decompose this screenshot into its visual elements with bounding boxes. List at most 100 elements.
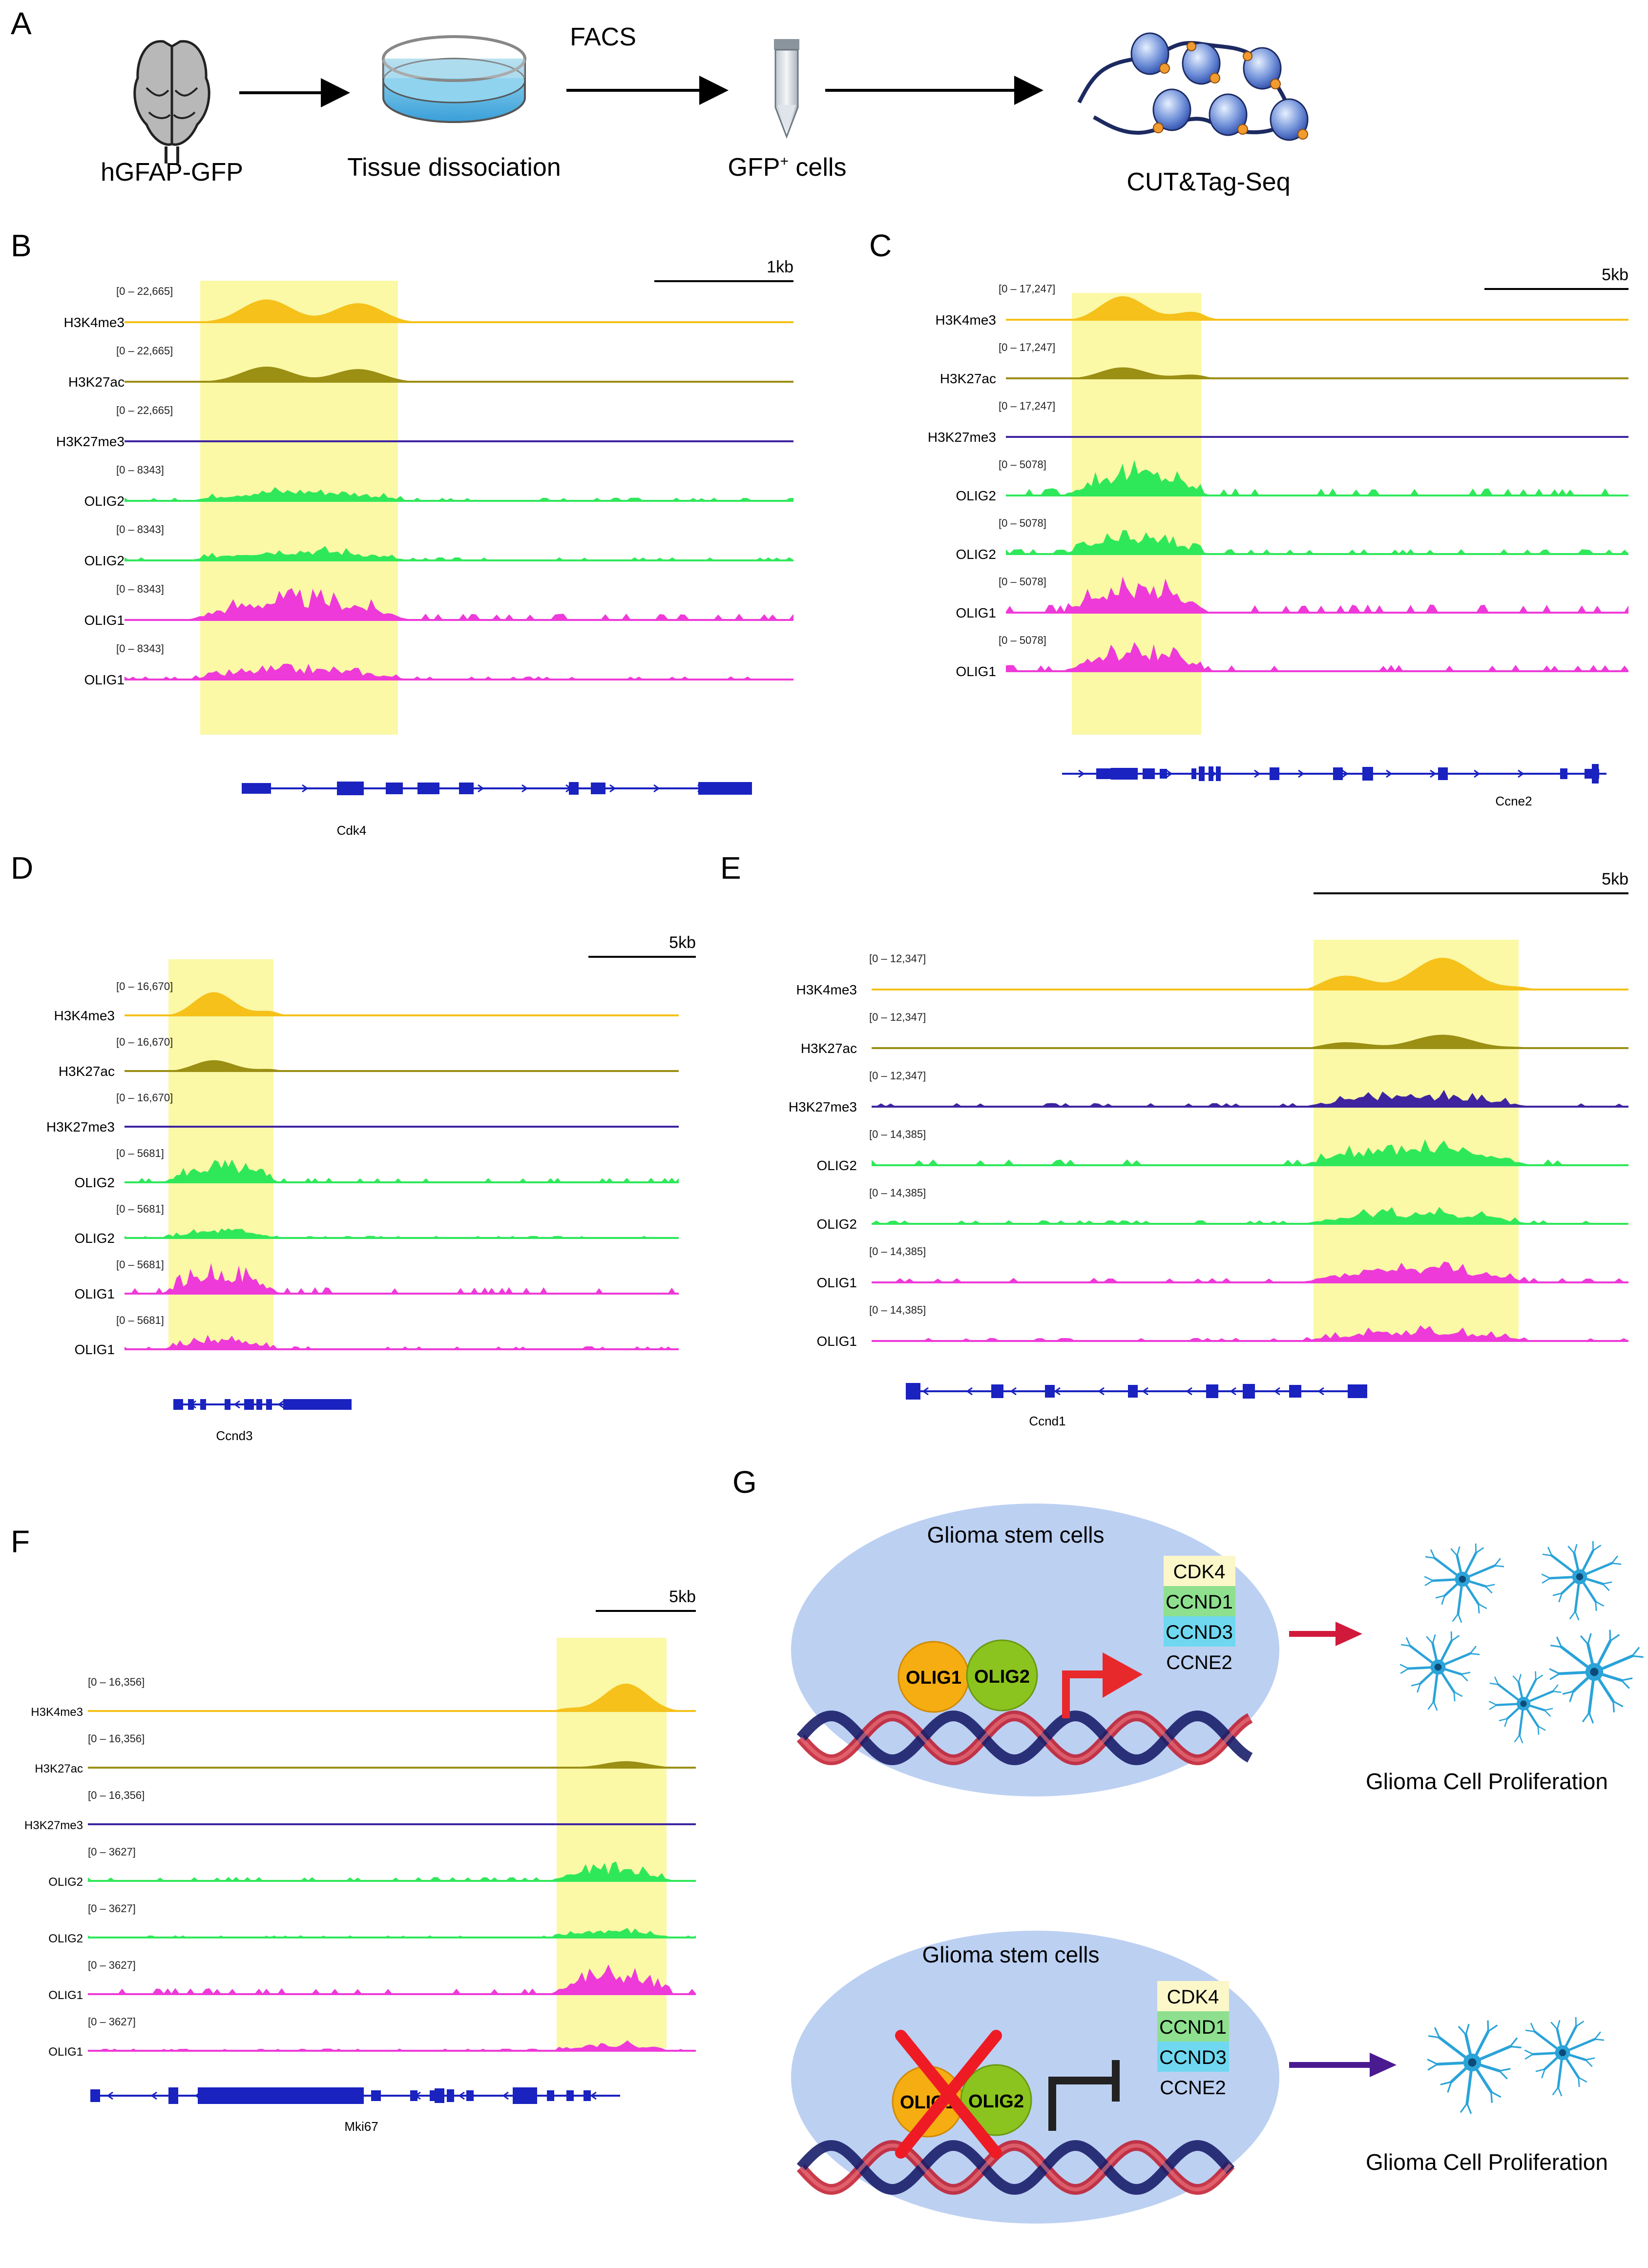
track-olig2: [0 – 14,385] OLIG2 — [817, 1128, 1628, 1173]
track-h3k4me3: [0 – 12,347] H3K4me3 — [796, 952, 1628, 997]
track-range: [0 – 12,347] — [869, 952, 926, 965]
track-range: [0 – 5078] — [999, 458, 1046, 471]
gene-exon — [90, 2089, 100, 2102]
strand-arrow — [653, 784, 660, 793]
panel-label-c: C — [869, 228, 892, 263]
gene-exon — [1045, 1385, 1055, 1398]
step-cut-tag-seq: CUT&Tag-Seq — [1126, 168, 1290, 196]
track-signal — [125, 1335, 679, 1349]
track-range: [0 – 22,665] — [116, 345, 173, 357]
strand-arrow — [1230, 1387, 1236, 1396]
olig1-label-top: OLIG1 — [906, 1668, 961, 1688]
track-h3k27me3: [0 – 16,670] H3K27me3 — [46, 1092, 679, 1134]
strand-arrow — [258, 784, 265, 793]
outcome-top: Glioma Cell Proliferation — [1366, 1769, 1608, 1794]
track-label: H3K4me3 — [54, 1008, 115, 1023]
gene-exon — [242, 783, 271, 794]
track-signal — [125, 992, 679, 1015]
track-label: OLIG2 — [84, 553, 125, 568]
track-range: [0 – 3627] — [88, 1846, 136, 1858]
gene-exon — [173, 1399, 183, 1410]
track-range: [0 – 5681] — [116, 1258, 164, 1271]
step-tissue-dissociation: Tissue dissociation — [347, 153, 561, 182]
panel-e: E 5kb [0 – 12,347] H3K4me3 [0 – 12,347] H3K27… — [720, 850, 1628, 1428]
outcome-bottom: Glioma Cell Proliferation — [1366, 2149, 1608, 2175]
track-label: H3K4me3 — [935, 312, 996, 328]
track-range: [0 – 12,347] — [869, 1011, 926, 1023]
gene-exon — [1206, 1384, 1218, 1398]
track-label: OLIG1 — [956, 605, 996, 620]
strand-arrow — [966, 1387, 973, 1396]
track-label: H3K27me3 — [56, 434, 125, 449]
track-label: OLIG2 — [817, 1158, 857, 1173]
track-label: OLIG2 — [75, 1231, 115, 1246]
strand-arrow — [233, 1400, 240, 1409]
track-label: OLIG1 — [75, 1342, 115, 1357]
strand-arrow — [1474, 769, 1481, 778]
gene-exon — [1143, 768, 1155, 779]
panel-a: A hGFAP-GFP Tissue dissociation FACS GFP — [11, 6, 1309, 196]
scale-bar-label: 5kb — [669, 933, 696, 952]
track-olig1: [0 – 5078] OLIG1 — [956, 634, 1628, 679]
track-olig1: [0 – 8343] OLIG1 — [84, 642, 793, 687]
strand-arrow — [478, 784, 484, 793]
gene-exon — [1348, 1384, 1367, 1398]
track-signal — [125, 588, 793, 620]
strand-arrow — [1254, 769, 1261, 778]
track-range: [0 – 14,385] — [869, 1245, 926, 1258]
track-signal — [872, 1325, 1628, 1341]
strand-arrow — [194, 2091, 201, 2100]
strand-arrow — [1166, 769, 1173, 778]
gene-model: Ccne2 — [1062, 764, 1606, 808]
track-range: [0 – 22,665] — [116, 404, 173, 416]
track-h3k27ac: [0 – 16,670] H3K27ac — [59, 1036, 679, 1079]
olig2-circle-bottom — [960, 2064, 1032, 2136]
gene-exon — [417, 783, 439, 794]
track-range: [0 – 8343] — [116, 583, 164, 595]
gene-exon — [447, 2089, 454, 2102]
gene-model: Ccnd1 — [906, 1383, 1367, 1428]
strand-arrow — [238, 2091, 245, 2100]
proliferation-arrow-top — [1289, 1622, 1362, 1646]
track-h3k4me3: [0 – 17,247] H3K4me3 — [935, 283, 1628, 328]
panel-d: D 5kb [0 – 16,670] H3K4me3 [0 – 16,670] H3K27… — [11, 850, 696, 1443]
gene-exon — [698, 782, 752, 795]
track-signal — [1006, 642, 1628, 671]
track-olig2: [0 – 8343] OLIG2 — [84, 523, 793, 568]
dna-helix-top — [796, 1710, 1253, 1766]
track-range: [0 – 5078] — [999, 634, 1046, 646]
track-signal — [88, 2040, 696, 2051]
olig2-label-top: OLIG2 — [974, 1667, 1030, 1687]
highlight-region — [200, 281, 398, 735]
track-signal — [872, 1261, 1628, 1282]
gene-name: Ccnd3 — [216, 1428, 252, 1443]
gene-exon — [591, 783, 605, 794]
repression-bar-icon — [1048, 2060, 1120, 2131]
track-panels: B 1kb [0 – 22,665] H3K4me3 [0 – 22,665] H3K27… — [11, 228, 1628, 2134]
track-h3k27me3: [0 – 12,347] H3K27me3 — [789, 1070, 1628, 1114]
strand-arrow — [1317, 1387, 1324, 1396]
brain-icon — [133, 40, 210, 164]
gene-exon — [1216, 766, 1221, 781]
strand-arrow — [106, 2091, 113, 2100]
gene-exon — [198, 2087, 364, 2104]
track-label: OLIG2 — [956, 488, 996, 503]
strand-arrow — [434, 784, 440, 793]
step-gfp-cells: GFP+ cells — [728, 153, 847, 182]
track-h3k27me3: [0 – 22,665] H3K27me3 — [56, 404, 793, 449]
track-h3k4me3: [0 – 16,356] H3K4me3 — [31, 1676, 696, 1719]
glial-cells-icon-top — [1399, 1541, 1644, 1744]
gene-box-ccnd3-top — [1164, 1616, 1235, 1647]
gene-model: Mki67 — [90, 2087, 620, 2134]
gene-name: Ccnd1 — [1029, 1414, 1065, 1428]
track-range: [0 – 3627] — [88, 1959, 136, 1971]
activation-arrow-icon — [1062, 1652, 1143, 1718]
track-olig2: [0 – 8343] OLIG2 — [84, 464, 793, 509]
track-label: OLIG2 — [817, 1216, 857, 1232]
strand-arrow — [414, 2091, 421, 2100]
gene-box-ccnd3-bottom — [1157, 2041, 1229, 2072]
nucleosome-icon — [1077, 32, 1309, 141]
panel-c: C 5kb [0 – 17,247] H3K4me3 [0 – 17,247] H3K27… — [869, 228, 1628, 808]
track-signal — [1006, 460, 1628, 495]
